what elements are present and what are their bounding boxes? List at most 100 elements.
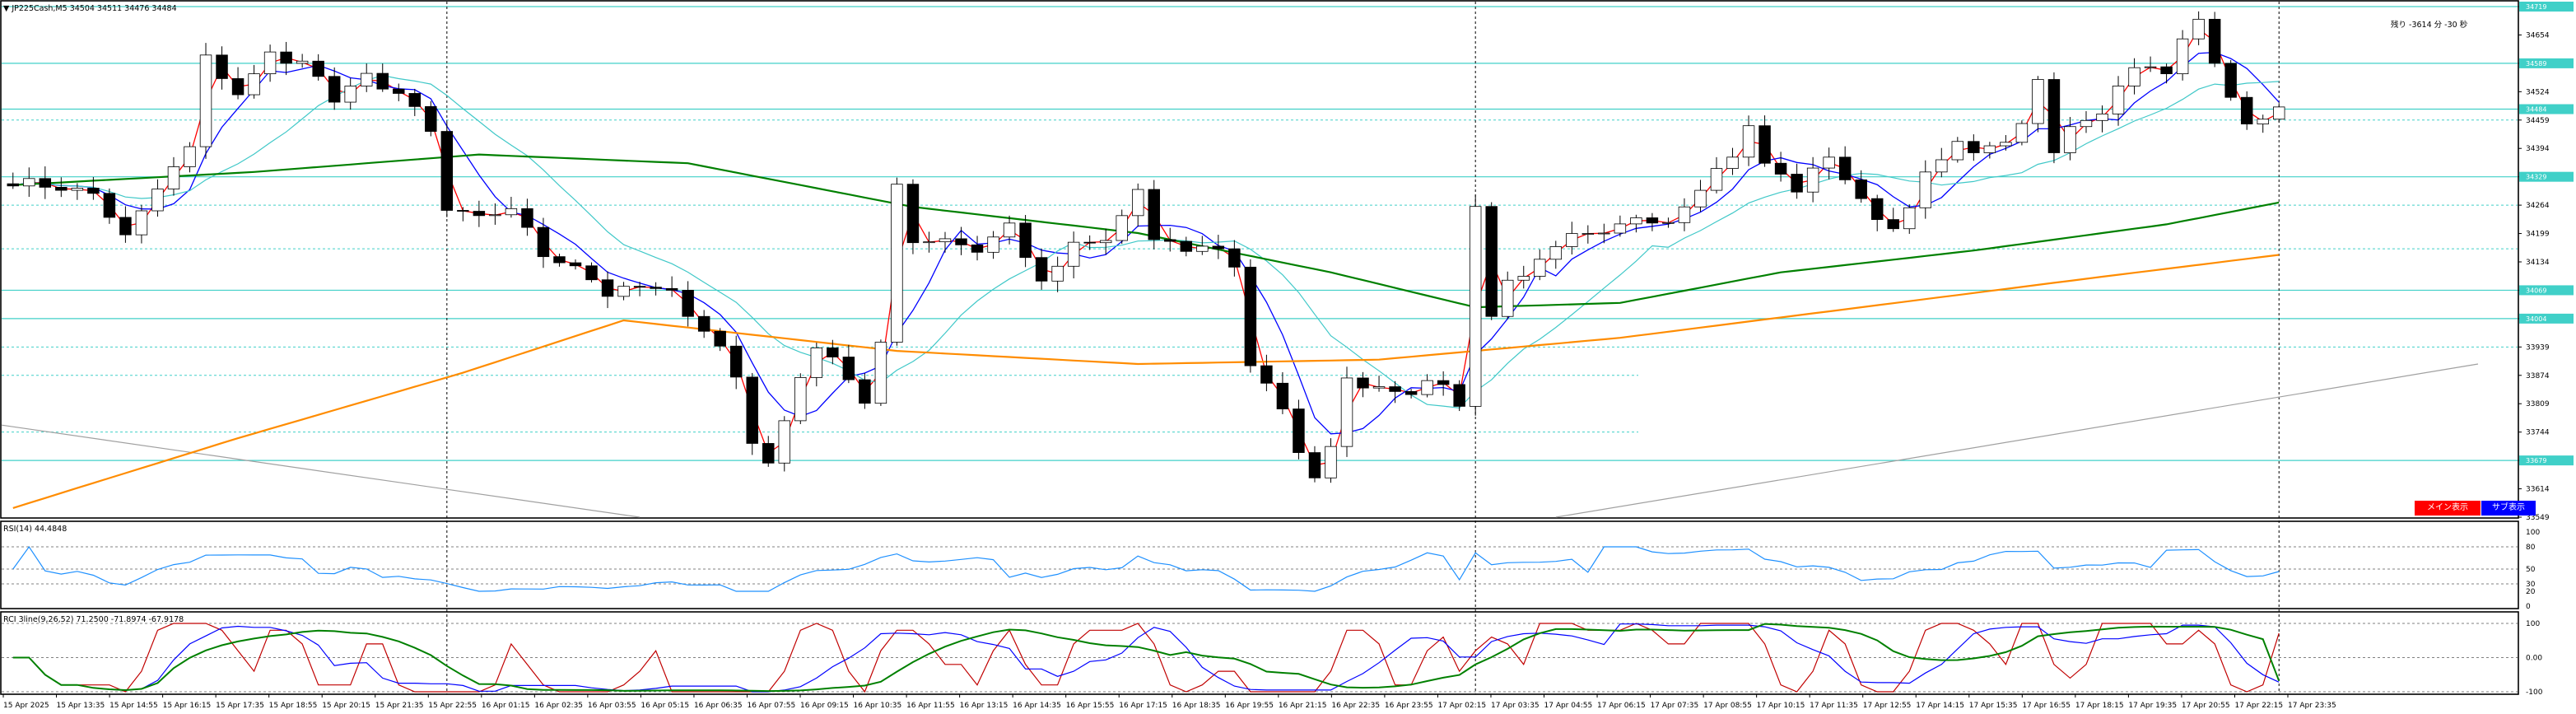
level-badge	[2519, 455, 2574, 466]
price-tick-label: 33614	[2526, 486, 2550, 494]
time-tick-label: 16 Apr 09:15	[800, 702, 849, 710]
rsi-tick-label: 100	[2526, 529, 2540, 537]
candle-body	[23, 178, 35, 187]
candle-body	[1935, 159, 1948, 173]
time-tick-label: 17 Apr 15:35	[1969, 702, 2018, 710]
rci-pane[interactable]: RCI 3line(9,26,52) 71.2500 -71.8974 -67.…	[0, 611, 2519, 695]
time-tick-label: 15 Apr 20:15	[322, 702, 370, 710]
candle-body	[1855, 179, 1867, 199]
candle-body	[650, 287, 662, 289]
price-pane[interactable]: ▼ JP225Cash,M5 34504 34511 34476 34484 残…	[0, 0, 2519, 694]
candle-body	[2047, 79, 2061, 153]
candle-body	[617, 286, 630, 297]
candle-body	[1372, 386, 1386, 389]
time-tick-label: 15 Apr 14:55	[109, 702, 158, 710]
level-badge	[2519, 285, 2574, 296]
time-tick-label: 15 Apr 22:55	[428, 702, 477, 710]
time-tick-label: 16 Apr 07:55	[747, 702, 795, 710]
candle-body	[408, 93, 422, 107]
candle-body	[569, 262, 582, 267]
time-tick-label: 15 Apr 16:15	[163, 702, 212, 710]
time-tick-label: 17 Apr 07:35	[1651, 702, 1699, 710]
candle-body	[1662, 222, 1675, 224]
candle-body	[1308, 452, 1321, 478]
time-tick-label: 17 Apr 22:15	[2234, 702, 2283, 710]
candle-body	[1534, 259, 1546, 277]
candle-body	[425, 105, 437, 132]
candle-body	[2240, 96, 2253, 124]
candle-body	[1437, 380, 1450, 385]
candle-body	[874, 342, 887, 404]
candle-body	[71, 188, 84, 191]
candle-body	[55, 186, 68, 191]
candle-body	[1404, 390, 1418, 395]
time-tick-label: 16 Apr 03:55	[588, 702, 636, 710]
time-tick-label: 17 Apr 14:15	[1916, 702, 1964, 710]
candle-body	[1614, 223, 1627, 234]
candle-body	[440, 131, 454, 211]
candle-body	[891, 184, 903, 343]
candle-body	[1517, 276, 1530, 281]
time-tick-label: 17 Apr 06:15	[1597, 702, 1646, 710]
candle-body	[2192, 18, 2205, 40]
candle-body	[296, 60, 309, 64]
time-tick-label: 16 Apr 01:15	[482, 702, 530, 710]
candle-body	[1678, 206, 1691, 223]
candle-body	[87, 188, 100, 194]
time-axis[interactable]: 15 Apr 2025 15 Apr 13:35 15 Apr 14:55 15 Ap…	[2, 694, 2336, 710]
candle-body	[2096, 113, 2108, 121]
candle-body	[553, 256, 566, 264]
rsi-pane[interactable]: RSI(14) 44.4848	[0, 520, 2519, 609]
time-tick-label: 17 Apr 02:15	[1437, 702, 1486, 710]
time-tick-label: 17 Apr 18:15	[2075, 702, 2124, 710]
candle-body	[1806, 167, 1819, 193]
candle-body	[827, 347, 839, 357]
price-tick-label: 34264	[2526, 202, 2550, 210]
time-tick-label: 15 Apr 17:35	[216, 702, 264, 710]
time-tick-label: 16 Apr 18:35	[1172, 702, 1221, 710]
candle-body	[1148, 189, 1160, 240]
time-tick-label: 16 Apr 23:55	[1385, 702, 1433, 710]
time-tick-label: 15 Apr 13:35	[57, 702, 105, 710]
session-separators	[446, 2, 2280, 694]
time-tick-label: 15 Apr 18:55	[269, 702, 318, 710]
candle-body	[1019, 222, 1032, 259]
candle-body	[1485, 206, 1498, 317]
candle-body	[1598, 232, 1610, 235]
candle-body	[2064, 126, 2076, 153]
candle-body	[1212, 245, 1225, 250]
candle-body	[1051, 265, 1064, 282]
rsi-tick-label: 80	[2526, 544, 2536, 552]
candle-body	[537, 226, 550, 258]
candle-body	[344, 86, 356, 103]
level-badge-label: 34329	[2526, 174, 2546, 181]
level-badge	[2519, 313, 2574, 324]
level-badge-label: 34484	[2526, 106, 2546, 114]
trendline-up	[1555, 363, 2479, 518]
trendlines	[1, 363, 2479, 518]
candle-body	[1774, 162, 1787, 175]
candle-body	[360, 72, 373, 86]
level-badge	[2519, 104, 2574, 114]
candle-body	[1549, 246, 1563, 260]
level-badge-label: 33679	[2526, 457, 2546, 464]
price-axis[interactable]: 34719 34654 34589 34524 34459 34394 34329 34264…	[2518, 2, 2574, 697]
candle-body	[906, 184, 920, 244]
candle-body	[794, 377, 807, 422]
candle-body	[665, 287, 678, 291]
candle-body	[2224, 63, 2237, 98]
candle-body	[1035, 257, 1048, 282]
candle-body	[762, 443, 775, 464]
candle-body	[842, 357, 855, 380]
candle-body	[1646, 217, 1659, 224]
candle-body	[1710, 168, 1723, 191]
sub-display-button[interactable]: サブ表示	[2481, 501, 2536, 516]
rsi-tick-label: 30	[2526, 581, 2536, 589]
candle-body	[151, 189, 164, 212]
candle-body	[1823, 156, 1835, 169]
price-tick-label: 34199	[2526, 231, 2550, 239]
rci-long-line	[12, 623, 2280, 693]
main-display-button[interactable]: メイン表示	[2415, 501, 2481, 516]
time-tick-label: 16 Apr 17:15	[1119, 702, 1167, 710]
